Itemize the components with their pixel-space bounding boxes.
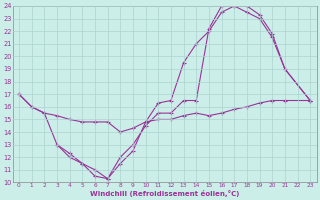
X-axis label: Windchill (Refroidissement éolien,°C): Windchill (Refroidissement éolien,°C) <box>90 190 239 197</box>
